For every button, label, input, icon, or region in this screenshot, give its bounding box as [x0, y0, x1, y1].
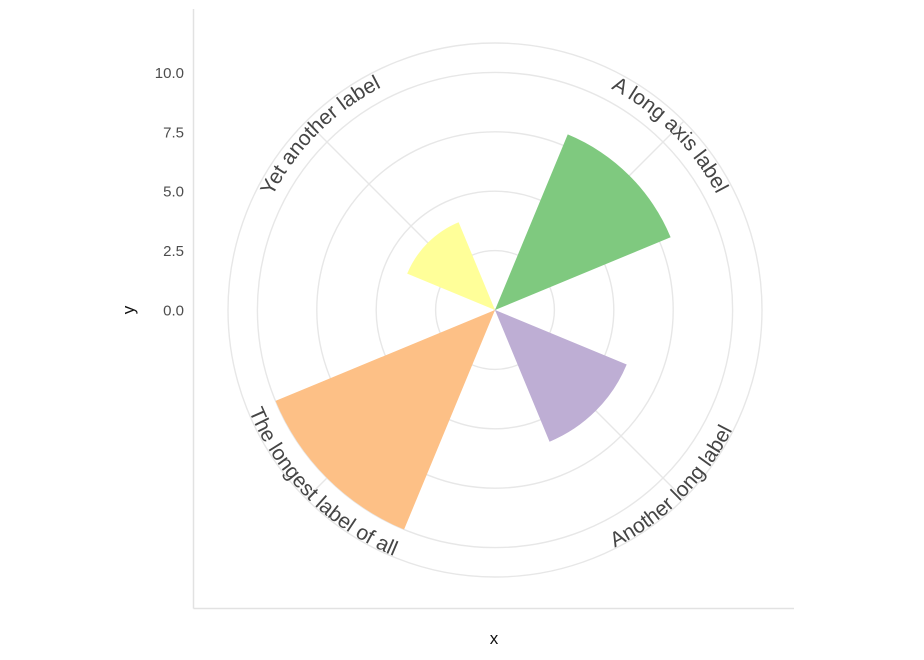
bar-wedge-1 [495, 310, 627, 442]
bar-wedge-2 [275, 310, 495, 530]
grid-circle-5.0 [375, 190, 615, 430]
grid-circle-10.0 [256, 71, 734, 549]
r-tick-label-4: 10.0 [155, 65, 184, 82]
y-axis-title: y [119, 305, 138, 314]
grid-circle-7.5 [316, 131, 674, 489]
bar-wedge-3 [407, 222, 495, 310]
bar-wedge-0 [495, 134, 671, 310]
outer-ring [227, 42, 763, 578]
grid-circle-2.5 [434, 249, 556, 371]
r-tick-label-1: 2.5 [163, 243, 184, 260]
x-axis-title: x [490, 629, 499, 648]
r-tick-label-3: 7.5 [163, 124, 184, 141]
r-tick-label-0: 0.0 [163, 303, 184, 320]
r-tick-label-2: 5.0 [163, 184, 184, 201]
